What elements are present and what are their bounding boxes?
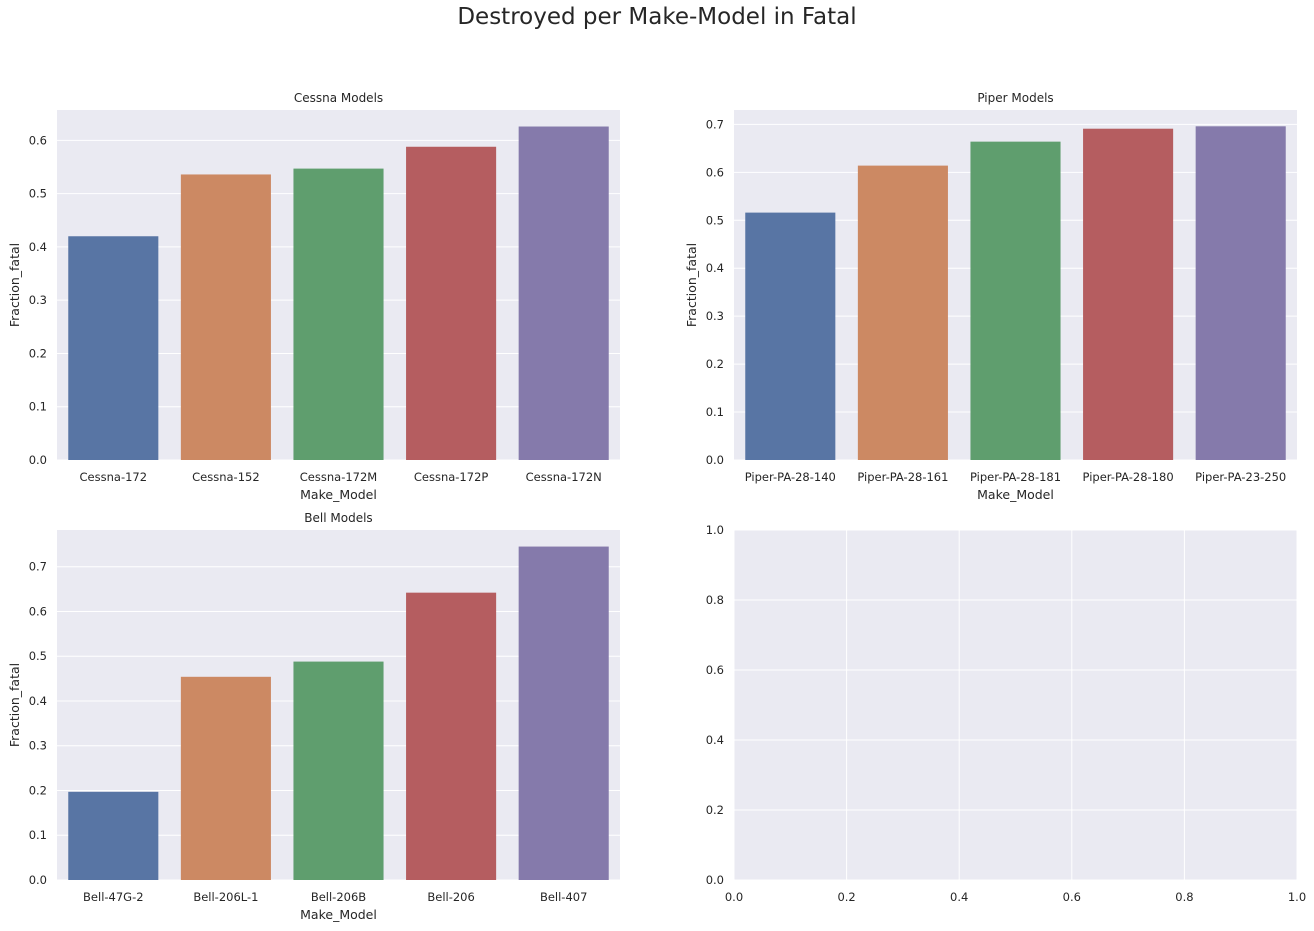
- y-tick-label: 1.0: [706, 523, 724, 537]
- y-tick-label: 0.5: [29, 187, 47, 201]
- x-tick-label: Piper-PA-28-180: [1083, 470, 1174, 484]
- y-tick-label: 0.3: [29, 293, 47, 307]
- y-tick-label: 0.2: [706, 357, 724, 371]
- y-tick-label: 0.3: [29, 739, 47, 753]
- bar-Cessna-172: [68, 236, 159, 460]
- y-tick-label: 0.0: [706, 873, 724, 887]
- y-axis-label: Fraction_fatal: [7, 243, 22, 327]
- bar-Piper-PA-28-161: [857, 165, 948, 460]
- x-tick-label: Piper-PA-28-140: [745, 470, 836, 484]
- y-tick-label: 0.5: [706, 213, 724, 227]
- x-tick-label: 1.0: [1288, 890, 1306, 904]
- y-tick-label: 0.7: [29, 560, 47, 574]
- y-tick-label: 0.6: [29, 604, 47, 618]
- y-tick-label: 0.0: [706, 453, 724, 467]
- x-tick-label: 0.0: [725, 890, 743, 904]
- bar-Cessna-152: [180, 174, 271, 461]
- x-tick-label: Piper-PA-23-250: [1195, 470, 1286, 484]
- y-tick-label: 0.2: [29, 783, 47, 797]
- y-tick-label: 0.1: [29, 828, 47, 842]
- y-tick-label: 0.3: [706, 309, 724, 323]
- x-axis-label: Make_Model: [300, 907, 377, 922]
- x-tick-label: 0.2: [837, 890, 855, 904]
- bar-Cessna-172N: [518, 126, 609, 460]
- x-tick-label: Cessna-172P: [414, 470, 489, 484]
- x-tick-label: Piper-PA-28-181: [970, 470, 1061, 484]
- y-axis-label: Fraction_fatal: [7, 663, 22, 747]
- y-tick-label: 0.8: [706, 593, 724, 607]
- figure-title: Destroyed per Make-Model in Fatal: [457, 4, 857, 30]
- y-tick-label: 0.7: [706, 117, 724, 131]
- x-tick-label: Cessna-172M: [300, 470, 377, 484]
- x-tick-label: Bell-206B: [311, 890, 366, 904]
- x-tick-label: 0.6: [1063, 890, 1081, 904]
- y-tick-label: 0.6: [706, 165, 724, 179]
- x-tick-label: Bell-206: [427, 890, 474, 904]
- subplot-2: 0.0 0.1 0.2 0.3 0.4 0.5 0.6 0.7 Piper-PA-28-140 P…: [684, 91, 1297, 502]
- subplot-title: Cessna Models: [294, 91, 383, 105]
- y-tick-label: 0.4: [29, 240, 47, 254]
- subplot-1: 0.0 0.1 0.2 0.3 0.4 0.5 0.6 Cessna-172 Cessna-15…: [7, 91, 620, 502]
- y-tick-label: 0.6: [706, 663, 724, 677]
- bar-Bell-407: [518, 546, 609, 880]
- y-tick-label: 0.6: [29, 133, 47, 147]
- subplot-4: 0.0 0.2 0.4 0.6 0.8 1.0 0.0 0.2 0.4 0.6 0.8 1.0: [706, 523, 1306, 904]
- x-tick-label: Bell-47G-2: [83, 890, 144, 904]
- subplot-title: Piper Models: [977, 91, 1053, 105]
- x-tick-label: Cessna-172N: [526, 470, 602, 484]
- bar-Bell-206L-1: [180, 676, 271, 880]
- y-tick-label: 0.4: [29, 694, 47, 708]
- y-axis-label: Fraction_fatal: [684, 243, 699, 327]
- y-tick-label: 0.4: [706, 733, 724, 747]
- bar-Piper-PA-28-181: [970, 141, 1061, 460]
- bar-Piper-PA-28-180: [1083, 128, 1174, 461]
- y-tick-label: 0.4: [706, 261, 724, 275]
- y-tick-label: 0.2: [29, 346, 47, 360]
- x-tick-label: 0.4: [950, 890, 968, 904]
- x-axis-label: Make_Model: [300, 487, 377, 502]
- x-tick-label: Piper-PA-28-161: [857, 470, 948, 484]
- bar-Piper-PA-23-250: [1195, 126, 1286, 461]
- subplot-3: 0.0 0.1 0.2 0.3 0.4 0.5 0.6 0.7 Bell-47G-2 Bell-2…: [7, 511, 620, 922]
- y-tick-label: 0.1: [706, 405, 724, 419]
- x-tick-label: Cessna-172: [80, 470, 148, 484]
- bar-Cessna-172P: [406, 146, 497, 460]
- bar-Bell-47G-2: [68, 791, 159, 880]
- x-axis-label: Make_Model: [977, 487, 1054, 502]
- x-tick-label: Bell-206L-1: [193, 890, 258, 904]
- plot-area: [734, 530, 1297, 880]
- y-tick-label: 0.5: [29, 649, 47, 663]
- subplot-title: Bell Models: [304, 511, 372, 525]
- x-tick-label: 0.8: [1175, 890, 1193, 904]
- bar-Bell-206B: [293, 661, 384, 880]
- y-tick-label: 0.0: [29, 453, 47, 467]
- bar-Cessna-172M: [293, 168, 384, 460]
- x-tick-label: Bell-407: [540, 890, 587, 904]
- x-tick-label: Cessna-152: [192, 470, 260, 484]
- y-tick-label: 0.1: [29, 400, 47, 414]
- bar-Piper-PA-28-140: [745, 212, 836, 460]
- y-tick-label: 0.0: [29, 873, 47, 887]
- bar-Bell-206: [406, 592, 497, 880]
- y-tick-label: 0.2: [706, 803, 724, 817]
